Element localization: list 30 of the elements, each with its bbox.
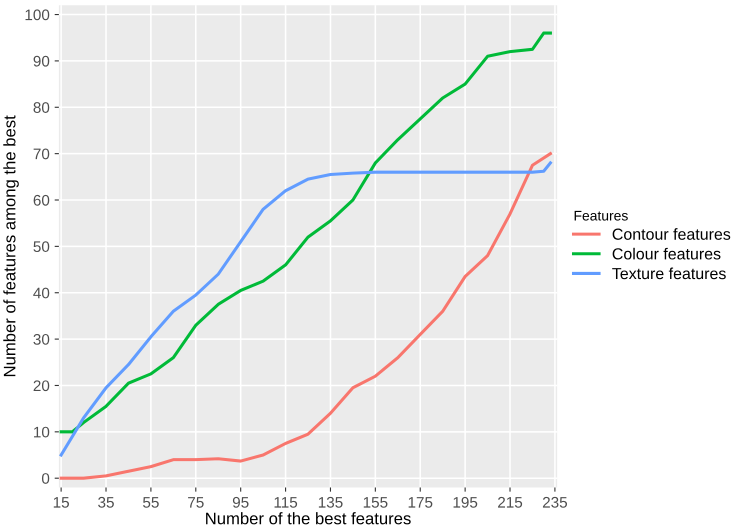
x-tick-label: 95 (232, 496, 249, 508)
y-tick-label: 50 (33, 241, 50, 252)
x-tick-label: 115 (274, 497, 298, 508)
y-tick-label: 90 (34, 56, 50, 67)
legend-title: Features (574, 210, 628, 221)
y-tick-label: 20 (34, 380, 50, 392)
legend-label: Texture features (612, 267, 726, 280)
x-tick-label: 135 (318, 496, 343, 508)
x-tick-label: 155 (364, 497, 388, 508)
y-tick-label: 0 (42, 473, 50, 484)
y-tick-label: 70 (34, 148, 50, 160)
y-tick-label: 30 (33, 334, 50, 345)
y-tick-label: 100 (26, 9, 50, 20)
y-axis-title: Number of features among the best (3, 115, 19, 376)
legend-label: Contour features (612, 228, 730, 240)
x-tick-label: 235 (542, 496, 568, 508)
line-series (60, 32, 552, 434)
x-tick-label: 195 (454, 496, 478, 508)
x-tick-label: 15 (54, 497, 69, 508)
legend-label: Colour features (612, 248, 720, 260)
y-tick-label: 80 (34, 102, 50, 113)
y-tick-label: 10 (34, 426, 50, 438)
y-tick-label: 60 (34, 194, 50, 206)
y-tick-label: 40 (33, 288, 50, 298)
x-axis-title: Number of the best features (206, 512, 411, 524)
x-tick-label: 35 (98, 496, 114, 508)
x-tick-label: 215 (498, 496, 522, 508)
x-tick-label: 75 (188, 497, 204, 508)
x-tick-label: 175 (408, 497, 432, 508)
x-tick-label: 55 (143, 497, 159, 508)
